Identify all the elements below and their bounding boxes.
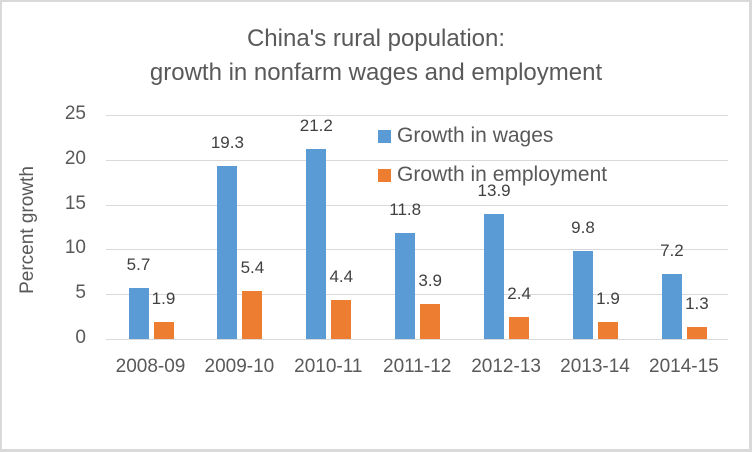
bar-wages	[484, 214, 505, 339]
data-label-wages: 19.3	[210, 133, 244, 153]
legend-label-employment: Growth in employment	[397, 163, 608, 186]
gridline	[106, 205, 728, 206]
bar-employment	[598, 321, 618, 339]
bar-employment	[509, 317, 530, 339]
legend-item-wages: Growth in wages	[378, 124, 553, 148]
bar-employment	[686, 327, 707, 339]
legend-swatch-wages	[378, 129, 391, 143]
y-tick-label: 20	[64, 148, 86, 169]
bar-employment	[331, 299, 352, 339]
data-label-wages: 5.7	[126, 254, 151, 274]
x-tick-label: 2009-10	[204, 356, 275, 377]
data-label-employment: 1.9	[151, 288, 176, 308]
bar-wages	[217, 166, 238, 339]
bar-employment	[242, 290, 263, 339]
y-axis-label: Percent growth	[17, 166, 38, 294]
gridline	[106, 160, 728, 161]
data-label-employment: 5.4	[240, 257, 265, 277]
gridline	[106, 115, 728, 116]
x-tick-label: 2013-14	[560, 356, 630, 377]
y-tick-label: 5	[75, 282, 86, 303]
data-label-employment: 3.9	[418, 271, 442, 291]
data-label-wages: 7.2	[660, 241, 684, 261]
y-tick-label: 10	[64, 237, 86, 258]
x-tick-label: 2014-15	[649, 356, 719, 377]
gridline	[106, 249, 728, 250]
legend-item-employment: Growth in employment	[378, 163, 607, 187]
data-label-wages: 11.8	[389, 200, 422, 220]
bar-wages	[306, 149, 327, 339]
x-tick-label: 2012-13	[471, 356, 541, 377]
x-tick-label: 2010-11	[294, 356, 363, 377]
y-tick-label: 25	[64, 103, 86, 124]
gridline	[106, 339, 728, 340]
chart-title-line-1: China's rural population:	[246, 25, 506, 52]
x-tick-label: 2011-12	[383, 356, 452, 377]
bar-wages	[128, 287, 149, 339]
bar-wages	[661, 274, 682, 339]
data-label-employment: 1.3	[685, 294, 709, 314]
data-label-employment: 1.9	[596, 288, 620, 308]
bar-employment	[153, 321, 174, 339]
bar-wages	[573, 251, 593, 339]
x-tick-label: 2008-09	[115, 356, 186, 377]
legend-label-wages: Growth in wages	[397, 124, 554, 147]
chart-title-line-2: growth in nonfarm wages and employment	[149, 59, 603, 86]
bar-employment	[420, 304, 441, 339]
data-label-employment: 4.4	[329, 266, 354, 286]
data-label-wages: 21.2	[299, 116, 333, 136]
data-label-wages: 13.9	[477, 181, 511, 201]
gridline	[106, 294, 728, 295]
y-tick-label: 15	[64, 193, 86, 214]
data-label-employment: 2.4	[507, 284, 531, 304]
legend-swatch-employment	[378, 168, 391, 182]
bar-wages	[395, 233, 416, 339]
y-tick-label: 0	[75, 327, 86, 348]
data-label-wages: 9.8	[571, 218, 595, 238]
